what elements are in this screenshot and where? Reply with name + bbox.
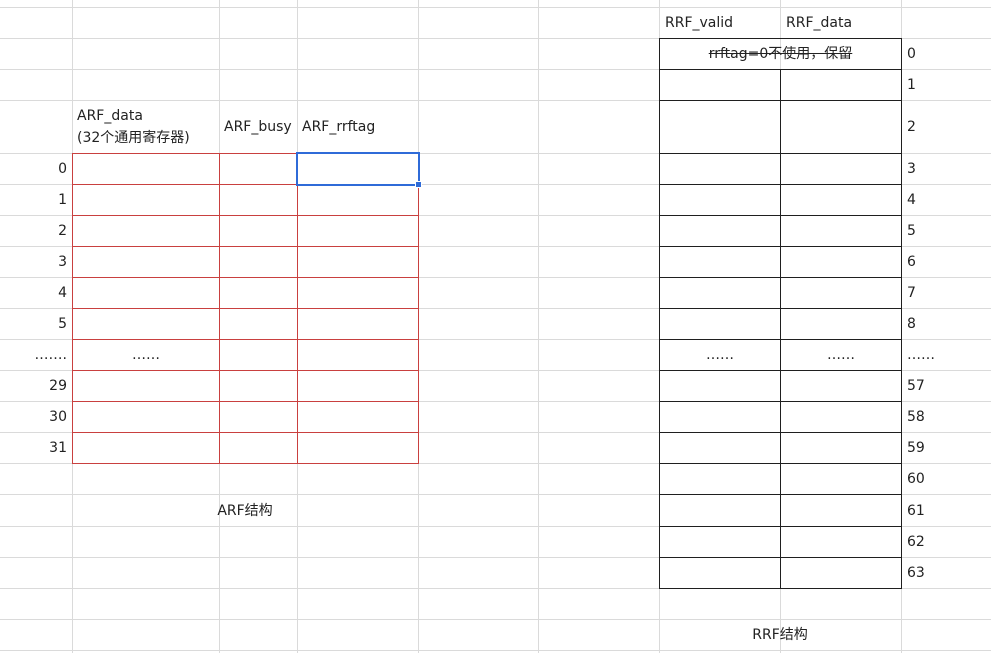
rrf-row-index[interactable]: 1 (907, 77, 916, 93)
arf-busy-header[interactable]: ARF_busy (224, 119, 292, 135)
arf-caption[interactable]: ARF结构 (217, 503, 273, 519)
gridline (0, 463, 991, 464)
gridline (0, 432, 991, 433)
rrf-row-index[interactable]: 8 (907, 316, 916, 332)
arf-rrftag-header[interactable]: ARF_rrftag (302, 119, 376, 135)
rrf-border (659, 277, 902, 278)
rrf-border (659, 401, 902, 402)
gridline (538, 0, 539, 653)
rrf-row-index[interactable]: 2 (907, 119, 916, 135)
rrf-row-index[interactable]: 4 (907, 192, 916, 208)
rrf-row-index[interactable]: 57 (907, 378, 925, 394)
arf-row-index[interactable]: 0 (58, 161, 67, 177)
arf-border (72, 308, 419, 309)
arf-row-index[interactable]: 3 (58, 254, 67, 270)
rrf-row-index[interactable]: 3 (907, 161, 916, 177)
arf-border (72, 463, 419, 464)
rrf-border (659, 38, 660, 589)
gridline (0, 100, 991, 101)
rrf-row-index[interactable]: …… (907, 347, 935, 363)
arf-row-index[interactable]: 5 (58, 316, 67, 332)
rrf-border (659, 69, 902, 70)
rrf-border (659, 557, 902, 558)
rrf-valid-ellipsis-cell[interactable]: …… (706, 347, 734, 363)
arf-row-index[interactable]: 4 (58, 285, 67, 301)
arf-border (72, 339, 419, 340)
rrf-border (659, 339, 902, 340)
rrf-border (659, 526, 902, 527)
gridline (0, 184, 991, 185)
rrf-row-index[interactable]: 58 (907, 409, 925, 425)
arf-row-index[interactable]: 29 (49, 378, 67, 394)
rrf-row-index[interactable]: 0 (907, 46, 916, 62)
rrf-row-index[interactable]: 60 (907, 471, 925, 487)
arf-row-index[interactable]: 2 (58, 223, 67, 239)
arf-border (72, 277, 419, 278)
arf-border (72, 215, 419, 216)
arf-row-index[interactable]: 31 (49, 440, 67, 456)
rrf-data-header[interactable]: RRF_data (786, 15, 853, 31)
rrf-row-index[interactable]: 61 (907, 503, 925, 519)
rrf-border (659, 100, 902, 101)
gridline (0, 277, 991, 278)
fill-handle[interactable] (415, 181, 422, 188)
gridline (0, 215, 991, 216)
rrf-border (659, 38, 902, 39)
arf-row-index[interactable]: ……. (34, 347, 67, 363)
gridline (0, 370, 991, 371)
rrf-border (659, 463, 902, 464)
gridline (0, 526, 991, 527)
arf-ellipsis-cell[interactable]: …… (132, 347, 160, 363)
arf-border (72, 153, 419, 154)
arf-border (72, 246, 419, 247)
rrf-border (659, 184, 902, 185)
rrf-border (659, 215, 902, 216)
rrf-row-index[interactable]: 59 (907, 440, 925, 456)
gridline (0, 246, 991, 247)
rrf-border (780, 69, 781, 589)
gridline (0, 153, 991, 154)
arf-border (72, 432, 419, 433)
rrf-valid-header[interactable]: RRF_valid (665, 15, 734, 31)
arf-data-header[interactable]: ARF_data (77, 108, 143, 124)
gridline (0, 7, 991, 8)
gridline (0, 308, 991, 309)
rrf-caption[interactable]: RRF结构 (752, 627, 808, 643)
rrf-border (659, 246, 902, 247)
gridline (0, 588, 991, 589)
rrf-row-index[interactable]: 5 (907, 223, 916, 239)
arf-row-index[interactable]: 1 (58, 192, 67, 208)
gridline (0, 619, 991, 620)
arf-border (72, 184, 419, 185)
gridline (0, 401, 991, 402)
arf-border (72, 370, 419, 371)
gridline (0, 38, 991, 39)
arf-border (72, 401, 419, 402)
gridline (0, 69, 991, 70)
gridline (0, 557, 991, 558)
gridline (0, 339, 991, 340)
rrf-reserved-note[interactable]: rrftag=0不使用，保留 (708, 46, 853, 62)
rrf-border (659, 588, 902, 589)
gridline (0, 650, 991, 651)
rrf-border (659, 370, 902, 371)
arf-row-index[interactable]: 30 (49, 409, 67, 425)
arf-data-header-note[interactable]: (32个通用寄存器) (77, 130, 190, 146)
gridline (0, 494, 991, 495)
rrf-border (901, 38, 902, 589)
rrf-border (659, 432, 902, 433)
rrf-row-index[interactable]: 6 (907, 254, 916, 270)
rrf-row-index[interactable]: 62 (907, 534, 925, 550)
rrf-data-ellipsis-cell[interactable]: …… (827, 347, 855, 363)
rrf-row-index[interactable]: 63 (907, 565, 925, 581)
rrf-border (659, 494, 902, 495)
rrf-row-index[interactable]: 7 (907, 285, 916, 301)
selected-cell[interactable] (296, 152, 420, 186)
rrf-border (659, 153, 902, 154)
rrf-border (659, 308, 902, 309)
